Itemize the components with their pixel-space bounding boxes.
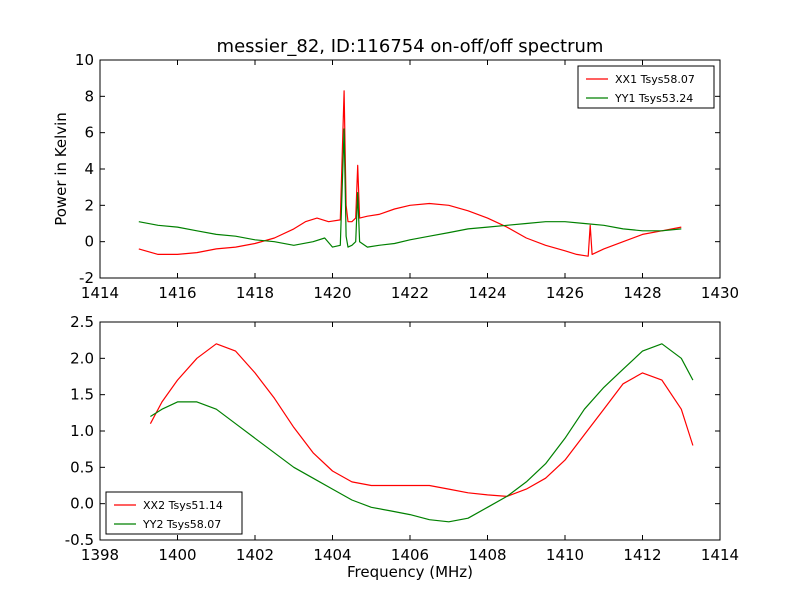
top-x-tick-label-1: 1416 [158,284,196,302]
figure-title: messier_82, ID:116754 on-off/off spectru… [217,36,604,57]
bottom-x-tick-label-8: 1414 [701,546,739,564]
top-x-tick-label-3: 1420 [313,284,351,302]
top-legend [577,65,715,109]
top-y-tick-label-1: 0 [84,233,94,251]
bottom-x-tick-label-7: 1412 [623,546,661,564]
bottom-y-tick-label-6: 2.5 [70,313,94,331]
top-series-line-0 [138,90,682,257]
bottom-x-tick-label-0: 1398 [81,546,119,564]
top-y-tick-label-0: -2 [79,269,94,287]
bottom-y-tick-label-4: 1.5 [70,386,94,404]
top-series-line-1 [138,128,682,248]
top-y-tick-label-4: 6 [84,124,94,142]
top-x-tick-label-6: 1426 [546,284,584,302]
top-y-tick-label-2: 2 [84,196,94,214]
bottom-panel: Frequency (MHz) 1398 1400 1402 1404 1406 1408… [65,313,739,581]
bottom-legend-label-0: XX2 Tsys51.14 [143,499,223,512]
top-panel-ylabel: Power in Kelvin [52,112,70,226]
top-y-tick-label-6: 10 [75,51,94,69]
top-legend-label-1: YY1 Tsys53.24 [614,92,693,105]
bottom-y-tick-label-1: 0.0 [70,495,94,513]
top-x-tick-label-5: 1424 [468,284,506,302]
bottom-x-tick-label-2: 1402 [236,546,274,564]
top-y-tick-label-5: 8 [84,87,94,105]
top-x-tick-label-8: 1430 [701,284,739,302]
bottom-legend [105,491,243,535]
top-x-tick-label-7: 1428 [623,284,661,302]
bottom-y-tick-label-5: 2.0 [70,349,94,367]
bottom-x-tick-label-1: 1400 [158,546,196,564]
top-panel: Power in Kelvin 1414 1416 1418 1420 1422 1424… [52,51,739,302]
bottom-legend-label-1: YY2 Tsys58.07 [142,518,221,531]
bottom-x-tick-label-6: 1410 [546,546,584,564]
bottom-x-tick-label-5: 1408 [468,546,506,564]
bottom-y-tick-label-2: 0.5 [70,458,94,476]
top-x-tick-label-2: 1418 [236,284,274,302]
top-x-tick-label-0: 1414 [81,284,119,302]
bottom-y-tick-label-3: 1.0 [70,422,94,440]
bottom-x-tick-label-4: 1406 [391,546,429,564]
bottom-series-line-0 [149,343,694,497]
bottom-y-tick-label-0: -0.5 [65,531,94,549]
bottom-series-line-1 [150,343,694,523]
bottom-panel-xlabel: Frequency (MHz) [347,563,473,581]
top-x-tick-label-4: 1422 [391,284,429,302]
top-y-tick-label-3: 4 [84,160,94,178]
top-legend-label-0: XX1 Tsys58.07 [615,73,695,86]
bottom-x-tick-label-3: 1404 [313,546,351,564]
